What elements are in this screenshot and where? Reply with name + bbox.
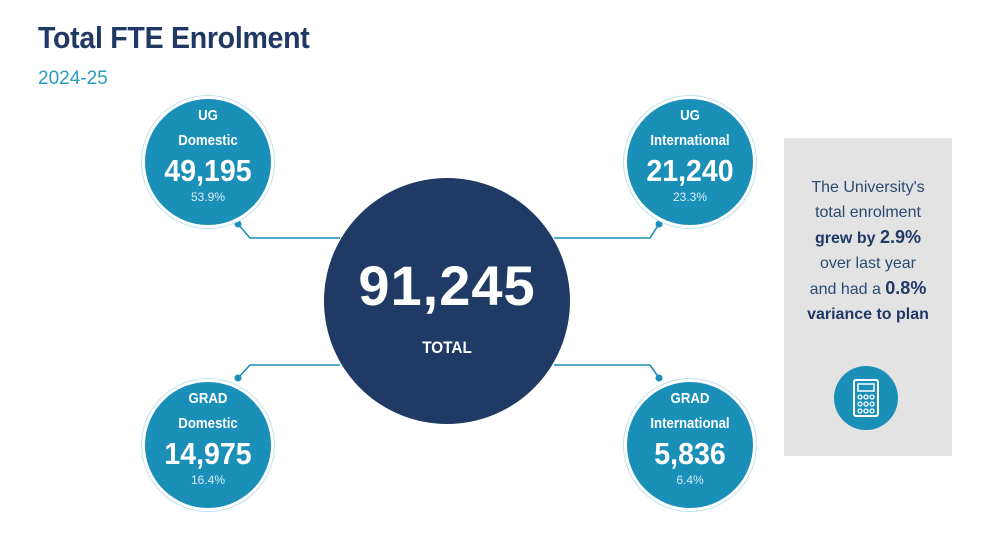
ug-international-circle: UG International 21,240 23.3% (624, 96, 756, 228)
segment-value: 21,240 (646, 153, 734, 188)
segment-value: 14,975 (164, 436, 252, 471)
summary-emphasis: variance to plan (807, 305, 929, 323)
summary-emphasis: grew by (815, 230, 880, 247)
total-value: 91,245 (358, 254, 536, 317)
connector-dot (655, 220, 663, 228)
grad-domestic-circle: GRAD Domestic 14,975 16.4% (142, 379, 274, 511)
segment-type: International (650, 132, 730, 149)
connector-ug-international (554, 223, 660, 239)
summary-line: and had a 0.8% (784, 276, 952, 303)
connector-grad-international (554, 364, 660, 379)
summary-panel: The University's total enrolment grew by… (784, 138, 952, 456)
connector-dot (655, 374, 663, 382)
segment-value: 49,195 (164, 153, 252, 188)
segment-value: 5,836 (654, 436, 726, 471)
segment-level: GRAD (188, 390, 228, 407)
connector-ug-domestic (237, 223, 340, 239)
segment-type: Domestic (178, 415, 238, 432)
summary-line: The University's (811, 179, 925, 196)
segment-type: Domestic (178, 132, 238, 149)
segment-percent: 53.9% (190, 190, 226, 204)
segment-type: International (650, 415, 730, 432)
summary-text: The University's total enrolment grew by… (784, 176, 952, 327)
segment-level: GRAD (670, 390, 710, 407)
growth-percent: 2.9% (879, 227, 921, 247)
total-label: TOTAL (422, 338, 472, 357)
summary-line: total enrolment (815, 203, 921, 221)
segment-level: UG (198, 107, 218, 124)
page-subtitle: 2024-25 (38, 68, 108, 89)
connector-dot (234, 220, 242, 228)
segment-percent: 23.3% (672, 190, 708, 204)
segment-level: UG (680, 107, 700, 124)
total-circle: 91,245 TOTAL (324, 178, 570, 424)
connector-grad-domestic (237, 364, 340, 379)
grad-international-circle: GRAD International 5,836 6.4% (624, 379, 756, 511)
summary-line: over last year (819, 254, 917, 272)
summary-line: variance to plan (784, 303, 952, 328)
summary-line: grew by 2.9% (784, 225, 952, 252)
segment-percent: 16.4% (190, 473, 226, 487)
summary-prefix: and had a (809, 281, 886, 298)
ug-domestic-circle: UG Domestic 49,195 53.9% (142, 96, 274, 228)
segment-percent: 6.4% (676, 473, 704, 487)
calculator-icon (834, 366, 898, 430)
connector-dot (234, 374, 242, 382)
variance-percent: 0.8% (885, 278, 927, 298)
page-title: Total FTE Enrolment (38, 20, 310, 55)
